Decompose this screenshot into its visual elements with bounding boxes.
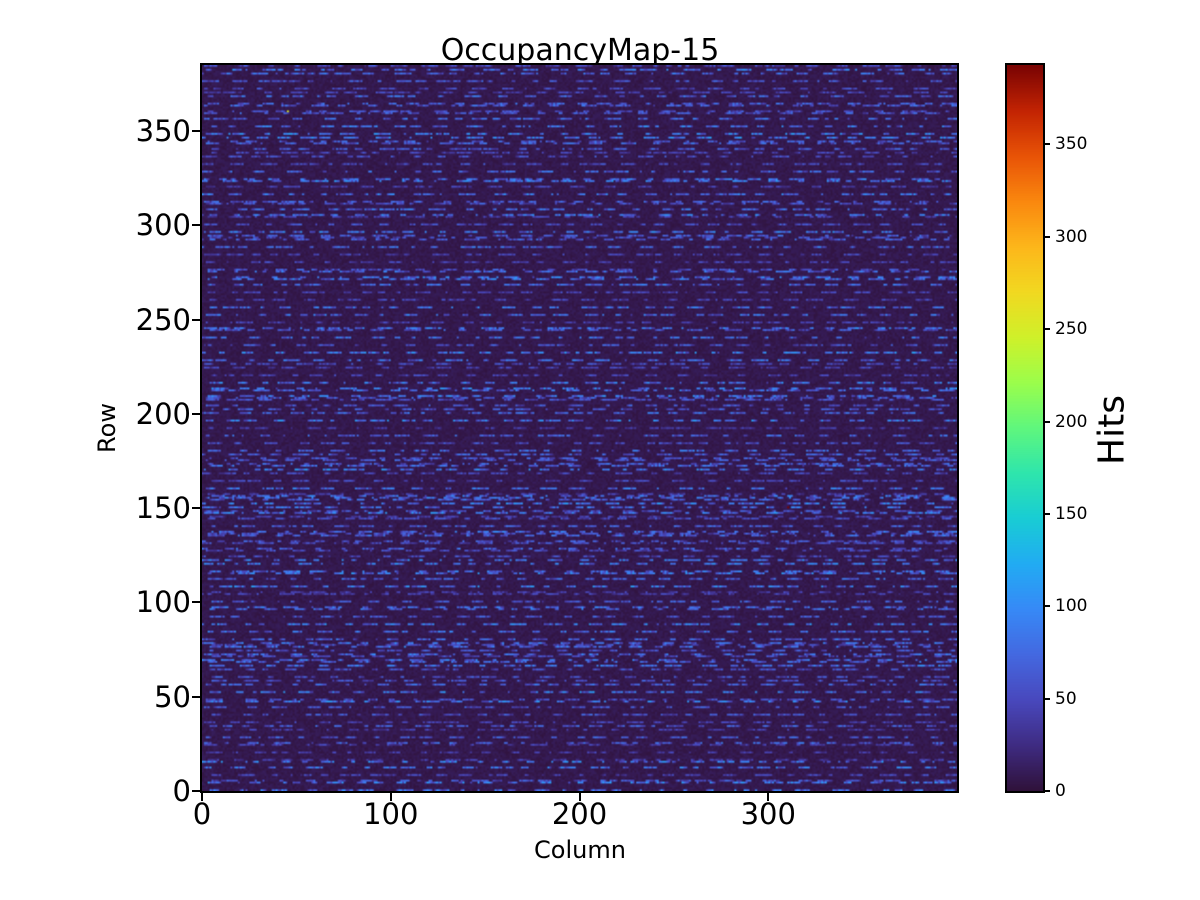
colorbar-label: Hits xyxy=(1091,395,1133,465)
y-tick-label: 250 xyxy=(135,302,191,337)
colorbar-tick-label: 350 xyxy=(1055,134,1088,155)
x-tick-label: 100 xyxy=(363,797,419,831)
y-tick-label: 150 xyxy=(135,491,191,526)
colorbar-tick-mark xyxy=(1044,512,1050,515)
y-tick-mark xyxy=(192,695,200,698)
x-tick-mark xyxy=(389,793,392,801)
colorbar-tick-mark xyxy=(1044,790,1050,792)
colorbar-tick-label: 300 xyxy=(1055,226,1088,247)
y-tick-mark xyxy=(192,790,200,792)
x-tick-mark xyxy=(767,793,770,801)
colorbar-tick-label: 250 xyxy=(1055,319,1088,340)
colorbar-gradient xyxy=(1007,65,1043,791)
colorbar-tick-label: 0 xyxy=(1055,781,1066,801)
y-tick-label: 100 xyxy=(135,585,191,620)
y-tick-label: 0 xyxy=(172,774,191,808)
plot-area xyxy=(200,63,959,793)
y-tick-mark xyxy=(192,130,200,132)
y-tick-label: 200 xyxy=(135,396,191,431)
colorbar-tick-mark xyxy=(1044,605,1050,608)
colorbar-tick-label: 150 xyxy=(1055,503,1088,524)
colorbar-tick-label: 200 xyxy=(1055,411,1088,432)
colorbar-tick-label: 50 xyxy=(1055,688,1077,709)
y-axis-label: Row xyxy=(93,403,121,453)
colorbar xyxy=(1005,63,1045,793)
colorbar-tick-label: 100 xyxy=(1055,596,1088,617)
heatmap-image xyxy=(202,65,957,791)
x-tick-label: 200 xyxy=(551,797,608,831)
y-tick-mark xyxy=(192,507,200,510)
x-tick-label: 0 xyxy=(192,797,212,831)
y-tick-mark xyxy=(192,601,200,604)
y-tick-mark xyxy=(192,318,200,321)
chart-title: OccupancyMap-15 xyxy=(440,33,720,68)
colorbar-tick-mark xyxy=(1044,697,1050,700)
colorbar-tick-mark xyxy=(1044,420,1050,423)
y-tick-mark xyxy=(192,412,200,415)
colorbar-tick-mark xyxy=(1044,235,1050,238)
y-tick-label: 350 xyxy=(135,114,191,148)
x-axis-label: Column xyxy=(534,836,626,864)
colorbar-tick-mark xyxy=(1044,143,1050,146)
y-tick-mark xyxy=(192,224,200,227)
x-tick-mark xyxy=(201,793,203,801)
y-tick-label: 50 xyxy=(154,679,191,714)
x-tick-mark xyxy=(578,793,581,801)
colorbar-tick-mark xyxy=(1044,328,1050,331)
y-tick-label: 300 xyxy=(135,208,191,243)
x-tick-label: 300 xyxy=(740,797,796,831)
